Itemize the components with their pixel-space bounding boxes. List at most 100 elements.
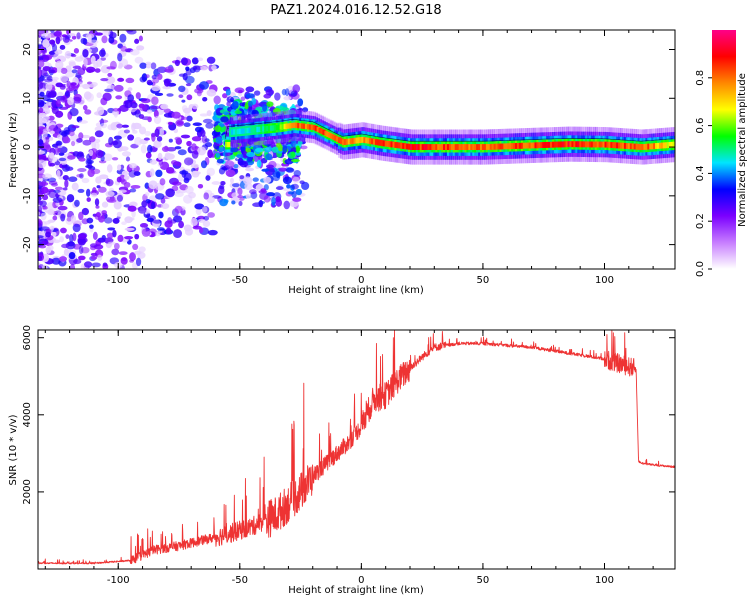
heatmap-cell — [59, 44, 66, 50]
heatmap-cell — [139, 223, 149, 228]
heatmap-cell — [238, 89, 243, 94]
heatmap-cell — [78, 81, 83, 88]
heatmap-cell — [111, 157, 119, 161]
heatmap-cell — [166, 170, 176, 174]
heatmap-cell — [82, 139, 92, 146]
heatmap-cell — [291, 151, 296, 158]
heatmap-cell — [38, 218, 42, 227]
heatmap-cell — [563, 141, 567, 148]
heatmap-cell — [197, 57, 204, 62]
heatmap-cell — [357, 137, 361, 144]
heatmap-cell — [78, 245, 84, 255]
heatmap-cell — [105, 76, 116, 85]
heatmap-cell — [429, 144, 433, 150]
heatmap-cell — [227, 141, 231, 148]
heatmap-cell — [69, 263, 76, 269]
heatmap-cell — [559, 141, 564, 148]
heatmap-cell — [219, 146, 224, 152]
heatmap-cell — [316, 126, 320, 133]
heatmap-cell — [236, 128, 241, 135]
heatmap-cell — [138, 246, 146, 253]
heatmap-cell — [47, 115, 55, 121]
heatmap-cell — [185, 83, 192, 87]
heatmap-cell — [598, 141, 602, 148]
heatmap-cell — [123, 129, 130, 134]
heatmap-cell — [540, 142, 544, 149]
heatmap-cell — [94, 198, 100, 207]
heatmap-cell — [183, 157, 194, 166]
heatmap-cell — [277, 124, 282, 130]
heatmap-cell — [602, 141, 606, 148]
heatmap-cell — [77, 233, 87, 240]
heatmap-cell — [495, 143, 499, 150]
heatmap-cell — [78, 132, 84, 140]
heatmap-cell — [164, 66, 175, 73]
heatmap-cell — [38, 107, 44, 114]
bottom-axis-ticks: -100 -50 0 50 100 2000 4000 6000 — [22, 325, 675, 586]
heatmap-cell — [117, 234, 124, 243]
heatmap-cell — [231, 129, 235, 135]
heatmap-cell — [98, 160, 107, 164]
heatmap-cell — [101, 210, 107, 215]
heatmap-cell — [197, 218, 206, 223]
heatmap-cell — [173, 215, 183, 223]
heatmap-cell — [231, 192, 240, 199]
heatmap-cell — [42, 173, 52, 180]
heatmap-cell — [121, 221, 127, 225]
heatmap-cell — [522, 142, 527, 149]
heatmap-cell — [516, 142, 521, 149]
heatmap-cell — [38, 59, 45, 68]
heatmap-cell — [376, 139, 381, 146]
heatmap-cell — [483, 144, 488, 150]
chart-title: PAZ1.2024.016.12.52.G18 — [270, 3, 441, 18]
heatmap-cell — [191, 150, 199, 159]
heatmap-cell — [361, 136, 365, 143]
heatmap-cell — [596, 141, 601, 148]
heatmap-cell — [38, 150, 46, 155]
heatmap-cell — [38, 153, 47, 162]
heatmap-cell — [49, 225, 55, 231]
heatmap-cell — [85, 188, 91, 197]
heatmap-cell — [128, 201, 138, 208]
heatmap-cell — [124, 235, 134, 240]
heatmap-cell — [456, 144, 460, 150]
heatmap-cell — [120, 45, 127, 52]
heatmap-cell — [96, 92, 102, 99]
heatmap-cell — [181, 105, 188, 112]
heatmap-cell — [153, 140, 162, 149]
heatmap-cell — [203, 192, 209, 200]
heatmap-cell — [67, 96, 74, 106]
heatmap-cell — [38, 159, 47, 169]
heatmap-cell — [238, 128, 243, 134]
heatmap-cell — [55, 98, 61, 108]
heatmap-cell — [503, 143, 507, 150]
heatmap-cell — [220, 180, 226, 186]
heatmap-cell — [64, 179, 69, 188]
heatmap-cell — [555, 141, 560, 148]
heatmap-cell — [206, 89, 217, 97]
heatmap-cell — [89, 46, 99, 54]
heatmap-cell — [174, 59, 180, 67]
heatmap-cell — [200, 160, 208, 169]
heatmap-cell — [645, 143, 649, 150]
heatmap-cell — [544, 142, 548, 148]
snr-series-line — [37, 330, 676, 565]
heatmap-cell — [146, 213, 151, 219]
heatmap-cell — [132, 243, 139, 251]
heatmap-cell — [343, 139, 348, 145]
heatmap-cell — [182, 72, 188, 81]
heatmap-cell — [116, 164, 122, 171]
heatmap-cell — [252, 127, 256, 133]
heatmap-cell — [382, 140, 387, 147]
heatmap-cell — [140, 98, 151, 104]
heatmap-cell — [84, 109, 92, 115]
heatmap-cell — [312, 124, 317, 131]
heatmap-cell — [534, 142, 538, 149]
heatmap-cell — [141, 228, 151, 237]
heatmap-cell — [225, 141, 229, 148]
heatmap-cell — [281, 124, 285, 130]
heatmap-cell — [610, 142, 614, 148]
heatmap-cell — [548, 141, 552, 148]
heatmap-cell — [355, 137, 359, 144]
heatmap-cell — [38, 33, 42, 38]
